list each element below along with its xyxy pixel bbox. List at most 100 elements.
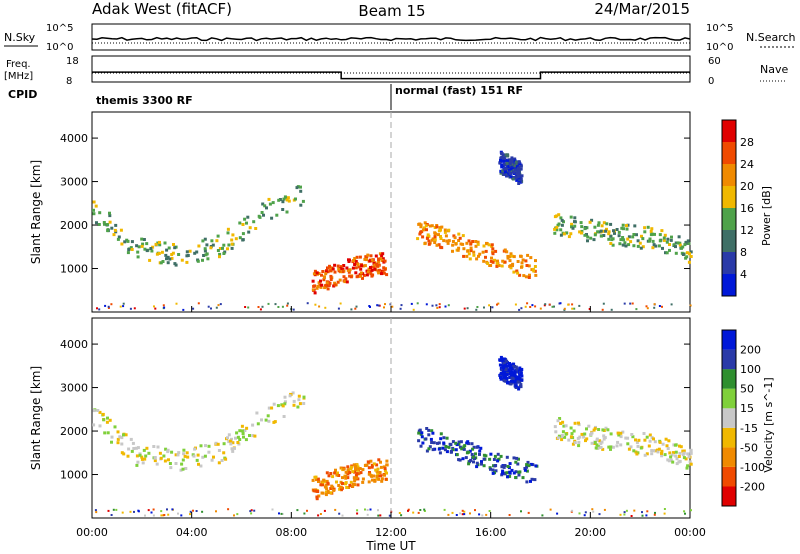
scatter-cell [667, 439, 671, 443]
scatter-cell [461, 234, 465, 238]
scatter-cell [353, 263, 357, 266]
scatter-cell [533, 265, 537, 268]
scatter-cell [354, 271, 358, 275]
scatter-cell [148, 258, 152, 262]
scatter-cell [218, 247, 222, 250]
scatter-cell [621, 236, 625, 239]
scatter-cell [230, 242, 234, 246]
near-range-cell [412, 308, 415, 311]
scatter-cell [488, 457, 492, 461]
scatter-cell [515, 367, 519, 371]
scatter-cell [370, 474, 374, 478]
scatter-cell [328, 264, 331, 268]
scatter-cell [346, 465, 350, 469]
near-range-cell [514, 303, 517, 306]
scatter-cell [101, 412, 105, 416]
freq-panel: Freq. [MHz] 18 8 Nave 60 0 CPID themis 3… [4, 55, 788, 110]
scatter-cell [484, 249, 488, 253]
scatter-cell [196, 453, 200, 457]
scatter-cell [593, 441, 597, 444]
near-range-cell [356, 509, 359, 512]
scatter-cell [510, 254, 514, 258]
scatter-cell [559, 233, 563, 237]
scatter-cell [643, 453, 647, 457]
scatter-cell [203, 237, 207, 241]
scatter-cell [514, 470, 518, 474]
scatter-cell [604, 229, 608, 233]
scatter-cell [501, 471, 504, 475]
scatter-cell [173, 262, 177, 266]
scatter-cell [417, 431, 421, 435]
scatter-cell [616, 431, 620, 435]
scatter-cell [227, 440, 231, 444]
scatter-cell [605, 222, 609, 226]
scatter-cell [679, 445, 683, 449]
scatter-cell [569, 426, 573, 430]
scatter-cell [640, 234, 643, 238]
colorbar-tick-label: 8 [740, 246, 747, 259]
near-range-cell [571, 509, 574, 512]
scatter-cell [599, 446, 603, 449]
scatter-cell [664, 437, 668, 441]
scatter-cell [141, 242, 145, 246]
scatter-cell [501, 259, 505, 263]
scatter-cell [506, 159, 509, 163]
scatter-cell [517, 371, 521, 375]
scatter-cell [683, 243, 687, 247]
scatter-cell [108, 214, 112, 218]
scatter-cell [329, 472, 333, 475]
scatter-cell [622, 238, 626, 242]
scatter-cell [498, 161, 502, 165]
scatter-cell [607, 445, 611, 449]
scatter-cell [513, 380, 517, 384]
scatter-cell [601, 428, 605, 432]
scatter-cell [514, 384, 518, 388]
scatter-cell [503, 153, 507, 157]
scatter-cell [233, 446, 236, 450]
scatter-cell [507, 368, 511, 372]
scatter-cell [425, 449, 429, 453]
scatter-cell [596, 230, 600, 234]
scatter-cell [127, 248, 131, 252]
scatter-cell [500, 165, 504, 169]
scatter-cell [226, 247, 229, 251]
scatter-cell [420, 431, 424, 435]
scatter-cell [516, 462, 520, 466]
near-range-cell [391, 305, 394, 308]
colorbar-frame [721, 329, 737, 507]
scatter-cell [157, 252, 161, 255]
near-range-cell [689, 304, 692, 307]
scatter-cell [481, 250, 485, 254]
scatter-cell [344, 277, 348, 281]
scatter-cell [505, 153, 509, 157]
scatter-cell [503, 260, 507, 264]
scatter-cell [605, 227, 608, 231]
scatter-cell [636, 444, 640, 448]
scatter-cell [170, 256, 174, 260]
colorbar-tick-label: 28 [740, 136, 754, 149]
scatter-cell [378, 268, 381, 272]
near-range-cell [646, 510, 649, 513]
near-range-cell [259, 308, 262, 311]
scatter-cell [371, 273, 375, 277]
scatter-cell [531, 267, 535, 271]
scatter-cell [586, 235, 590, 239]
near-range-cell [244, 306, 247, 308]
scatter-cell [184, 467, 188, 470]
near-range-cell [631, 302, 634, 305]
scatter-cell [339, 466, 343, 470]
scatter-cell [505, 368, 509, 372]
near-range-cell [529, 306, 532, 308]
scatter-cell [600, 224, 604, 228]
scatter-cell [599, 442, 603, 446]
scatter-cell [328, 281, 332, 285]
scatter-cell [508, 255, 511, 259]
scatter-cell [377, 458, 381, 462]
scatter-cell [634, 450, 638, 454]
scatter-cell [514, 365, 518, 369]
scatter-cell [378, 471, 382, 474]
near-range-cell [423, 510, 426, 512]
scatter-cell [516, 175, 520, 179]
scatter-cell [241, 238, 245, 242]
near-range-cell [438, 303, 441, 306]
